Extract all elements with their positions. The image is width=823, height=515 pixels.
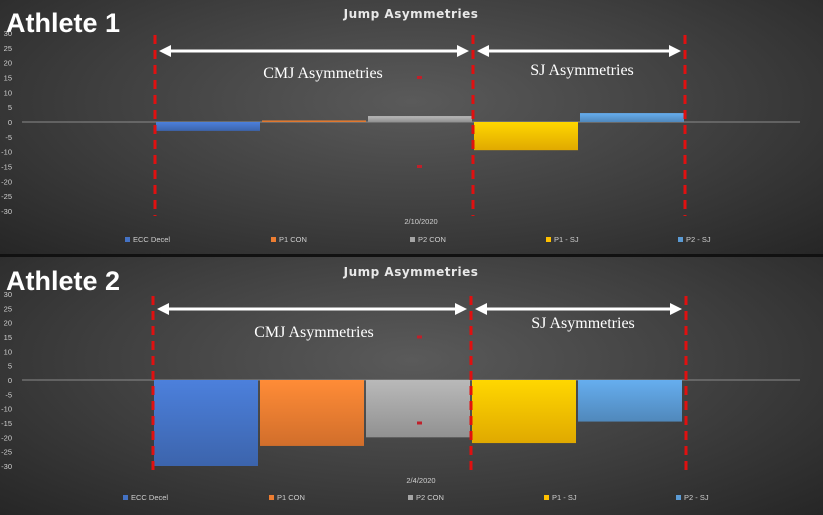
legend-label: ECC Decel [131, 493, 168, 502]
legend-label: P1 CON [277, 493, 305, 502]
legend-swatch [410, 237, 415, 242]
arrowhead-left [477, 45, 489, 57]
y-tick-label: -25 [1, 192, 12, 201]
legend-label: P1 CON [279, 235, 307, 244]
y-tick-label: -10 [1, 405, 12, 414]
region-arrows [159, 45, 681, 57]
bar-p2-sj [578, 380, 682, 422]
y-tick-label: -30 [1, 462, 12, 471]
legend-label: ECC Decel [133, 235, 170, 244]
chart-svg-athlete-2: Athlete 2 Jump Asymmetries 30 25 20 15 10 5 0 -… [1, 265, 800, 502]
legend-label: P1 - SJ [554, 235, 579, 244]
region-dividers [153, 35, 687, 216]
arrowhead-right [669, 45, 681, 57]
chart-title: Jump Asymmetries [343, 265, 479, 279]
bar-ecc-decel [154, 380, 258, 466]
y-tick-label: 30 [4, 29, 12, 38]
legend-label: P2 - SJ [686, 235, 711, 244]
panel-separator [0, 254, 823, 257]
y-tick-label: 20 [4, 319, 12, 328]
y-tick-label: -5 [5, 133, 12, 142]
y-tick-label: 5 [8, 103, 12, 112]
chart-panel-athlete-2: Athlete 2 Jump Asymmetries 30 25 20 15 10 5 0 -… [0, 257, 823, 515]
y-tick-label: -5 [5, 390, 12, 399]
legend: ECC Decel P1 CON P2 CON P1 - SJ P2 - SJ [125, 235, 711, 244]
threshold-marker [417, 421, 422, 425]
y-tick-label: 0 [8, 376, 12, 385]
arrowhead-left [157, 303, 169, 315]
athlete-label: Athlete 1 [6, 8, 120, 38]
y-tick-label: -30 [1, 207, 12, 216]
legend-swatch [271, 237, 276, 242]
legend-swatch [678, 237, 683, 242]
y-tick-label: -15 [1, 419, 12, 428]
y-axis-ticks: 30 25 20 15 10 5 0 -5 -10 -15 -20 -25 -30 [1, 29, 12, 216]
x-category-label: 2/4/2020 [406, 476, 435, 485]
bars-group [154, 380, 682, 466]
legend-label: P2 - SJ [684, 493, 709, 502]
arrowhead-right [455, 303, 467, 315]
bar-p2-con [366, 380, 470, 438]
legend-swatch [269, 495, 274, 500]
bar-p2-con [368, 116, 472, 122]
legend-label: P1 - SJ [552, 493, 577, 502]
y-tick-label: 15 [4, 333, 12, 342]
threshold-marker [417, 335, 422, 339]
legend-swatch [544, 495, 549, 500]
region-label-sj: SJ Asymmetries [530, 62, 634, 79]
bar-p1-sj [472, 380, 576, 444]
threshold-marker [417, 76, 422, 79]
y-axis-ticks: 30 25 20 15 10 5 0 -5 -10 -15 -20 -25 -30 [1, 290, 12, 471]
y-tick-label: 10 [4, 88, 12, 97]
y-tick-label: -20 [1, 177, 12, 186]
arrowhead-left [475, 303, 487, 315]
bar-p2-sj [580, 113, 684, 122]
y-tick-label: 10 [4, 347, 12, 356]
y-tick-label: -10 [1, 148, 12, 157]
region-arrows [157, 303, 682, 315]
region-label-cmj: CMJ Asymmetries [254, 324, 374, 341]
bar-p1-sj [474, 122, 578, 151]
y-tick-label: 20 [4, 59, 12, 68]
arrowhead-left [159, 45, 171, 57]
y-tick-label: 5 [8, 362, 12, 371]
y-tick-label: -25 [1, 448, 12, 457]
legend-label: P2 CON [416, 493, 444, 502]
legend-swatch [123, 495, 128, 500]
markers-group [417, 335, 422, 425]
chart-title: Jump Asymmetries [343, 7, 479, 21]
legend-label: P2 CON [418, 235, 446, 244]
markers-group [417, 76, 422, 168]
x-category-label: 2/10/2020 [404, 217, 437, 226]
chart-svg-athlete-1: Athlete 1 Jump Asymmetries 30 25 20 15 10 5 0 -… [1, 7, 800, 244]
bar-ecc-decel [156, 122, 260, 131]
region-label-sj: SJ Asymmetries [531, 315, 635, 332]
y-tick-label: 30 [4, 290, 12, 299]
y-tick-label: -15 [1, 163, 12, 172]
bar-p1-con [262, 120, 366, 123]
threshold-marker [417, 165, 422, 168]
y-tick-label: 25 [4, 44, 12, 53]
arrowhead-right [457, 45, 469, 57]
y-tick-label: 0 [8, 118, 12, 127]
bar-p1-con [260, 380, 364, 446]
bars-group [156, 113, 684, 151]
arrowhead-right [670, 303, 682, 315]
athlete-label: Athlete 2 [6, 266, 120, 296]
legend: ECC Decel P1 CON P2 CON P1 - SJ P2 - SJ [123, 493, 709, 502]
legend-swatch [125, 237, 130, 242]
legend-swatch [676, 495, 681, 500]
y-tick-label: 15 [4, 74, 12, 83]
y-tick-label: 25 [4, 304, 12, 313]
region-label-cmj: CMJ Asymmetries [263, 65, 383, 82]
legend-swatch [546, 237, 551, 242]
y-tick-label: -20 [1, 433, 12, 442]
legend-swatch [408, 495, 413, 500]
chart-panel-athlete-1: Athlete 1 Jump Asymmetries 30 25 20 15 10 5 0 -… [0, 0, 823, 254]
